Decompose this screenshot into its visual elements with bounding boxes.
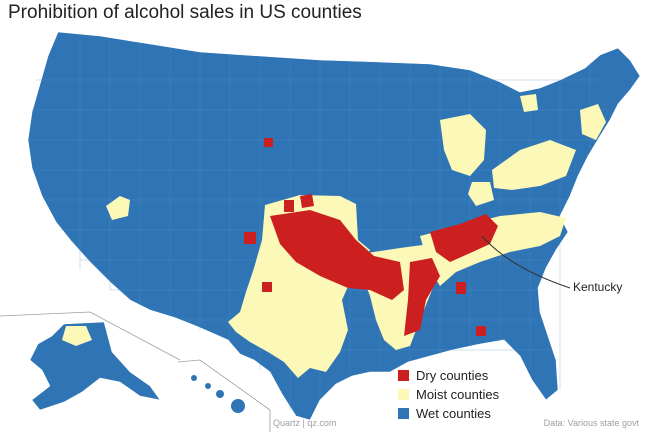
credit: Quartz | qz.com <box>273 418 337 428</box>
data-source: Data: Various state govt <box>543 418 639 428</box>
wet-swatch <box>398 408 409 419</box>
legend-item-dry: Dry counties <box>398 366 499 385</box>
hawaii-inset-border <box>177 359 271 432</box>
legend-label-dry: Dry counties <box>416 368 489 383</box>
legend-label-wet: Wet counties <box>416 406 491 421</box>
hawaii <box>191 375 245 413</box>
kentucky-label: Kentucky <box>573 280 623 294</box>
alaska-moist <box>62 326 92 346</box>
alaska-inset-border <box>0 311 181 361</box>
legend-item-moist: Moist counties <box>398 385 499 404</box>
map-title: Prohibition of alcohol sales in US count… <box>8 2 362 23</box>
legend: Dry counties Moist counties Wet counties <box>398 366 499 423</box>
legend-item-wet: Wet counties <box>398 404 499 423</box>
dry-regions <box>244 138 498 336</box>
legend-label-moist: Moist counties <box>416 387 500 402</box>
moist-swatch <box>398 389 409 400</box>
dry-swatch <box>398 370 409 381</box>
alaska <box>29 321 161 411</box>
kentucky-callout-line <box>481 235 571 289</box>
